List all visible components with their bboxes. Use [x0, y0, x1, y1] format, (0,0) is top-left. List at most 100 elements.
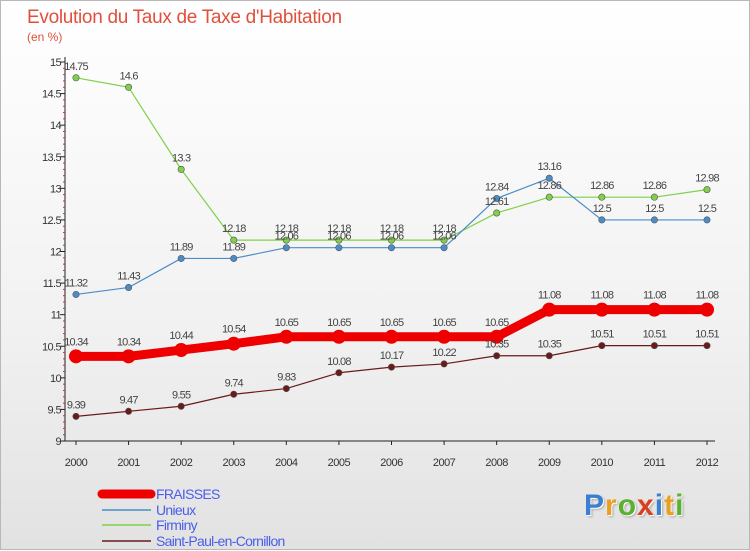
y-tick-label: 10.5 — [42, 341, 61, 353]
data-label: 13.16 — [537, 161, 561, 173]
data-label: 10.08 — [327, 356, 351, 368]
data-label: 11.89 — [222, 241, 245, 253]
data-point — [282, 244, 290, 252]
data-point — [650, 193, 658, 201]
data-point — [650, 342, 658, 350]
legend-label: Firminy — [156, 517, 198, 533]
data-point — [230, 390, 238, 398]
data-point — [125, 407, 133, 415]
data-point — [545, 174, 553, 182]
data-label: 9.83 — [277, 372, 296, 384]
data-point — [594, 302, 609, 317]
data-label: 12.18 — [222, 223, 246, 235]
chart-title: Evolution du Taux de Taxe d'Habitation — [27, 7, 342, 28]
data-label: 10.17 — [380, 350, 404, 362]
data-point — [387, 363, 395, 371]
y-tick-label: 12 — [50, 247, 62, 259]
data-point — [282, 236, 290, 244]
y-tick-label: 13 — [50, 183, 62, 195]
data-label: 10.65 — [327, 317, 351, 329]
chart-subtitle: (en %) — [27, 30, 63, 44]
x-tick-label: 2002 — [170, 457, 193, 469]
data-label: 13.3 — [172, 152, 191, 164]
data-label: 12.06 — [275, 231, 299, 243]
data-label: 10.22 — [432, 347, 456, 359]
data-point — [647, 302, 662, 317]
data-label: 12.98 — [695, 173, 719, 185]
x-tick-label: 2009 — [538, 457, 561, 469]
y-tick-label: 14.5 — [42, 89, 61, 101]
x-tick-label: 2012 — [696, 457, 719, 469]
data-label: 9.55 — [172, 389, 191, 401]
data-label: 12.61 — [485, 196, 509, 208]
data-label: 10.35 — [537, 339, 561, 351]
y-tick-label: 9.5 — [48, 404, 62, 416]
data-point — [335, 236, 343, 244]
y-tick-label: 12.5 — [42, 215, 61, 227]
y-tick-label: 11 — [51, 310, 62, 322]
data-point — [174, 343, 189, 358]
y-tick-label: 11.5 — [43, 278, 62, 290]
data-point — [545, 193, 553, 201]
data-label: 12.06 — [380, 231, 404, 243]
data-point — [598, 342, 606, 350]
data-point — [331, 329, 346, 344]
series-line-Firminy — [75, 77, 708, 241]
logo-letter: x — [637, 489, 655, 522]
data-point — [72, 74, 80, 82]
x-tick-label: 2001 — [117, 457, 140, 469]
data-label: 12.5 — [698, 203, 717, 215]
data-label: 12.06 — [327, 231, 351, 243]
y-tick-label: 9 — [55, 436, 61, 448]
data-point — [387, 236, 395, 244]
data-point — [440, 244, 448, 252]
data-label: 10.65 — [380, 317, 404, 329]
x-tick-label: 2003 — [223, 457, 246, 469]
data-point — [72, 412, 80, 420]
y-tick-label: 13.5 — [42, 152, 61, 164]
data-point — [125, 284, 133, 292]
data-label: 11.32 — [65, 277, 88, 289]
logo-letter: i — [654, 489, 665, 522]
data-point — [703, 186, 711, 194]
data-label: 10.35 — [485, 339, 509, 351]
data-point — [598, 193, 606, 201]
data-label: 12.84 — [485, 181, 509, 193]
data-point — [437, 329, 452, 344]
data-label: 12.06 — [432, 231, 456, 243]
data-label: 10.51 — [643, 329, 667, 341]
data-label: 11.08 — [643, 290, 666, 302]
legend-label: Unieux — [156, 502, 196, 518]
data-label: 10.51 — [590, 329, 614, 341]
data-point — [384, 329, 399, 344]
x-tick-label: 2007 — [433, 457, 456, 469]
x-tick-label: 2004 — [275, 457, 298, 469]
data-point — [703, 216, 711, 224]
data-label: 10.65 — [432, 317, 456, 329]
data-label: 10.34 — [117, 336, 141, 348]
data-label: 9.47 — [119, 394, 138, 406]
x-tick-label: 2005 — [328, 457, 351, 469]
x-tick-label: 2006 — [380, 457, 403, 469]
data-label: 10.51 — [695, 329, 719, 341]
data-point — [387, 244, 395, 252]
y-tick-label: 10 — [50, 373, 62, 385]
data-label: 11.43 — [117, 271, 140, 283]
x-tick-label: 2011 — [644, 457, 666, 469]
data-point — [335, 369, 343, 377]
data-point — [542, 302, 557, 317]
data-point — [545, 352, 553, 360]
data-label: 12.86 — [537, 180, 561, 192]
logo-letter: P — [584, 489, 606, 522]
x-tick-label: 2010 — [591, 457, 614, 469]
data-point — [335, 244, 343, 252]
data-point — [230, 254, 238, 262]
data-point — [493, 209, 501, 217]
data-point — [177, 254, 185, 262]
data-label: 12.5 — [593, 203, 612, 215]
data-label: 11.08 — [590, 290, 613, 302]
data-label: 12.86 — [643, 180, 667, 192]
y-tick-label: 15 — [50, 57, 62, 69]
data-point — [279, 329, 294, 344]
